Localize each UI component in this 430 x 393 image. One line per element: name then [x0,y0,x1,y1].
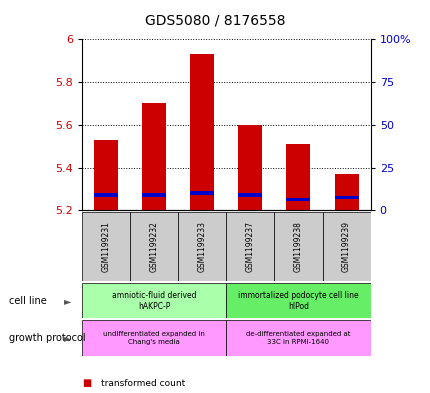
Text: GSM1199232: GSM1199232 [149,221,158,272]
Text: amniotic-fluid derived
hAKPC-P: amniotic-fluid derived hAKPC-P [111,290,196,311]
Bar [334,195,358,199]
Bar [142,103,166,210]
Bar [238,125,262,210]
Bar [322,212,370,281]
Text: ►: ► [64,333,71,343]
Bar [94,193,118,197]
Bar [226,320,370,356]
Bar [274,212,322,281]
Bar [82,283,226,318]
Text: ►: ► [64,296,71,306]
Bar [178,212,226,281]
Text: GSM1199237: GSM1199237 [245,221,254,272]
Text: ■: ■ [82,378,91,388]
Text: transformed count: transformed count [101,379,185,387]
Bar [130,212,178,281]
Text: de-differentiated expanded at
33C in RPMI-1640: de-differentiated expanded at 33C in RPM… [246,331,350,345]
Text: GSM1199239: GSM1199239 [341,221,350,272]
Text: GSM1199238: GSM1199238 [293,221,302,272]
Bar [334,174,358,210]
Bar [226,212,274,281]
Text: GSM1199231: GSM1199231 [101,221,110,272]
Bar [82,320,226,356]
Text: undifferentiated expanded in
Chang's media: undifferentiated expanded in Chang's med… [103,331,205,345]
Bar [286,198,310,202]
Text: cell line: cell line [9,296,46,306]
Bar [238,193,262,197]
Text: GDS5080 / 8176558: GDS5080 / 8176558 [145,14,285,28]
Text: growth protocol: growth protocol [9,333,85,343]
Bar [190,191,214,195]
Text: GSM1199233: GSM1199233 [197,221,206,272]
Bar [286,144,310,210]
Bar [94,140,118,210]
Bar [226,283,370,318]
Bar [82,212,130,281]
Bar [142,193,166,197]
Text: immortalized podocyte cell line
hIPod: immortalized podocyte cell line hIPod [238,290,358,311]
Bar [190,54,214,210]
